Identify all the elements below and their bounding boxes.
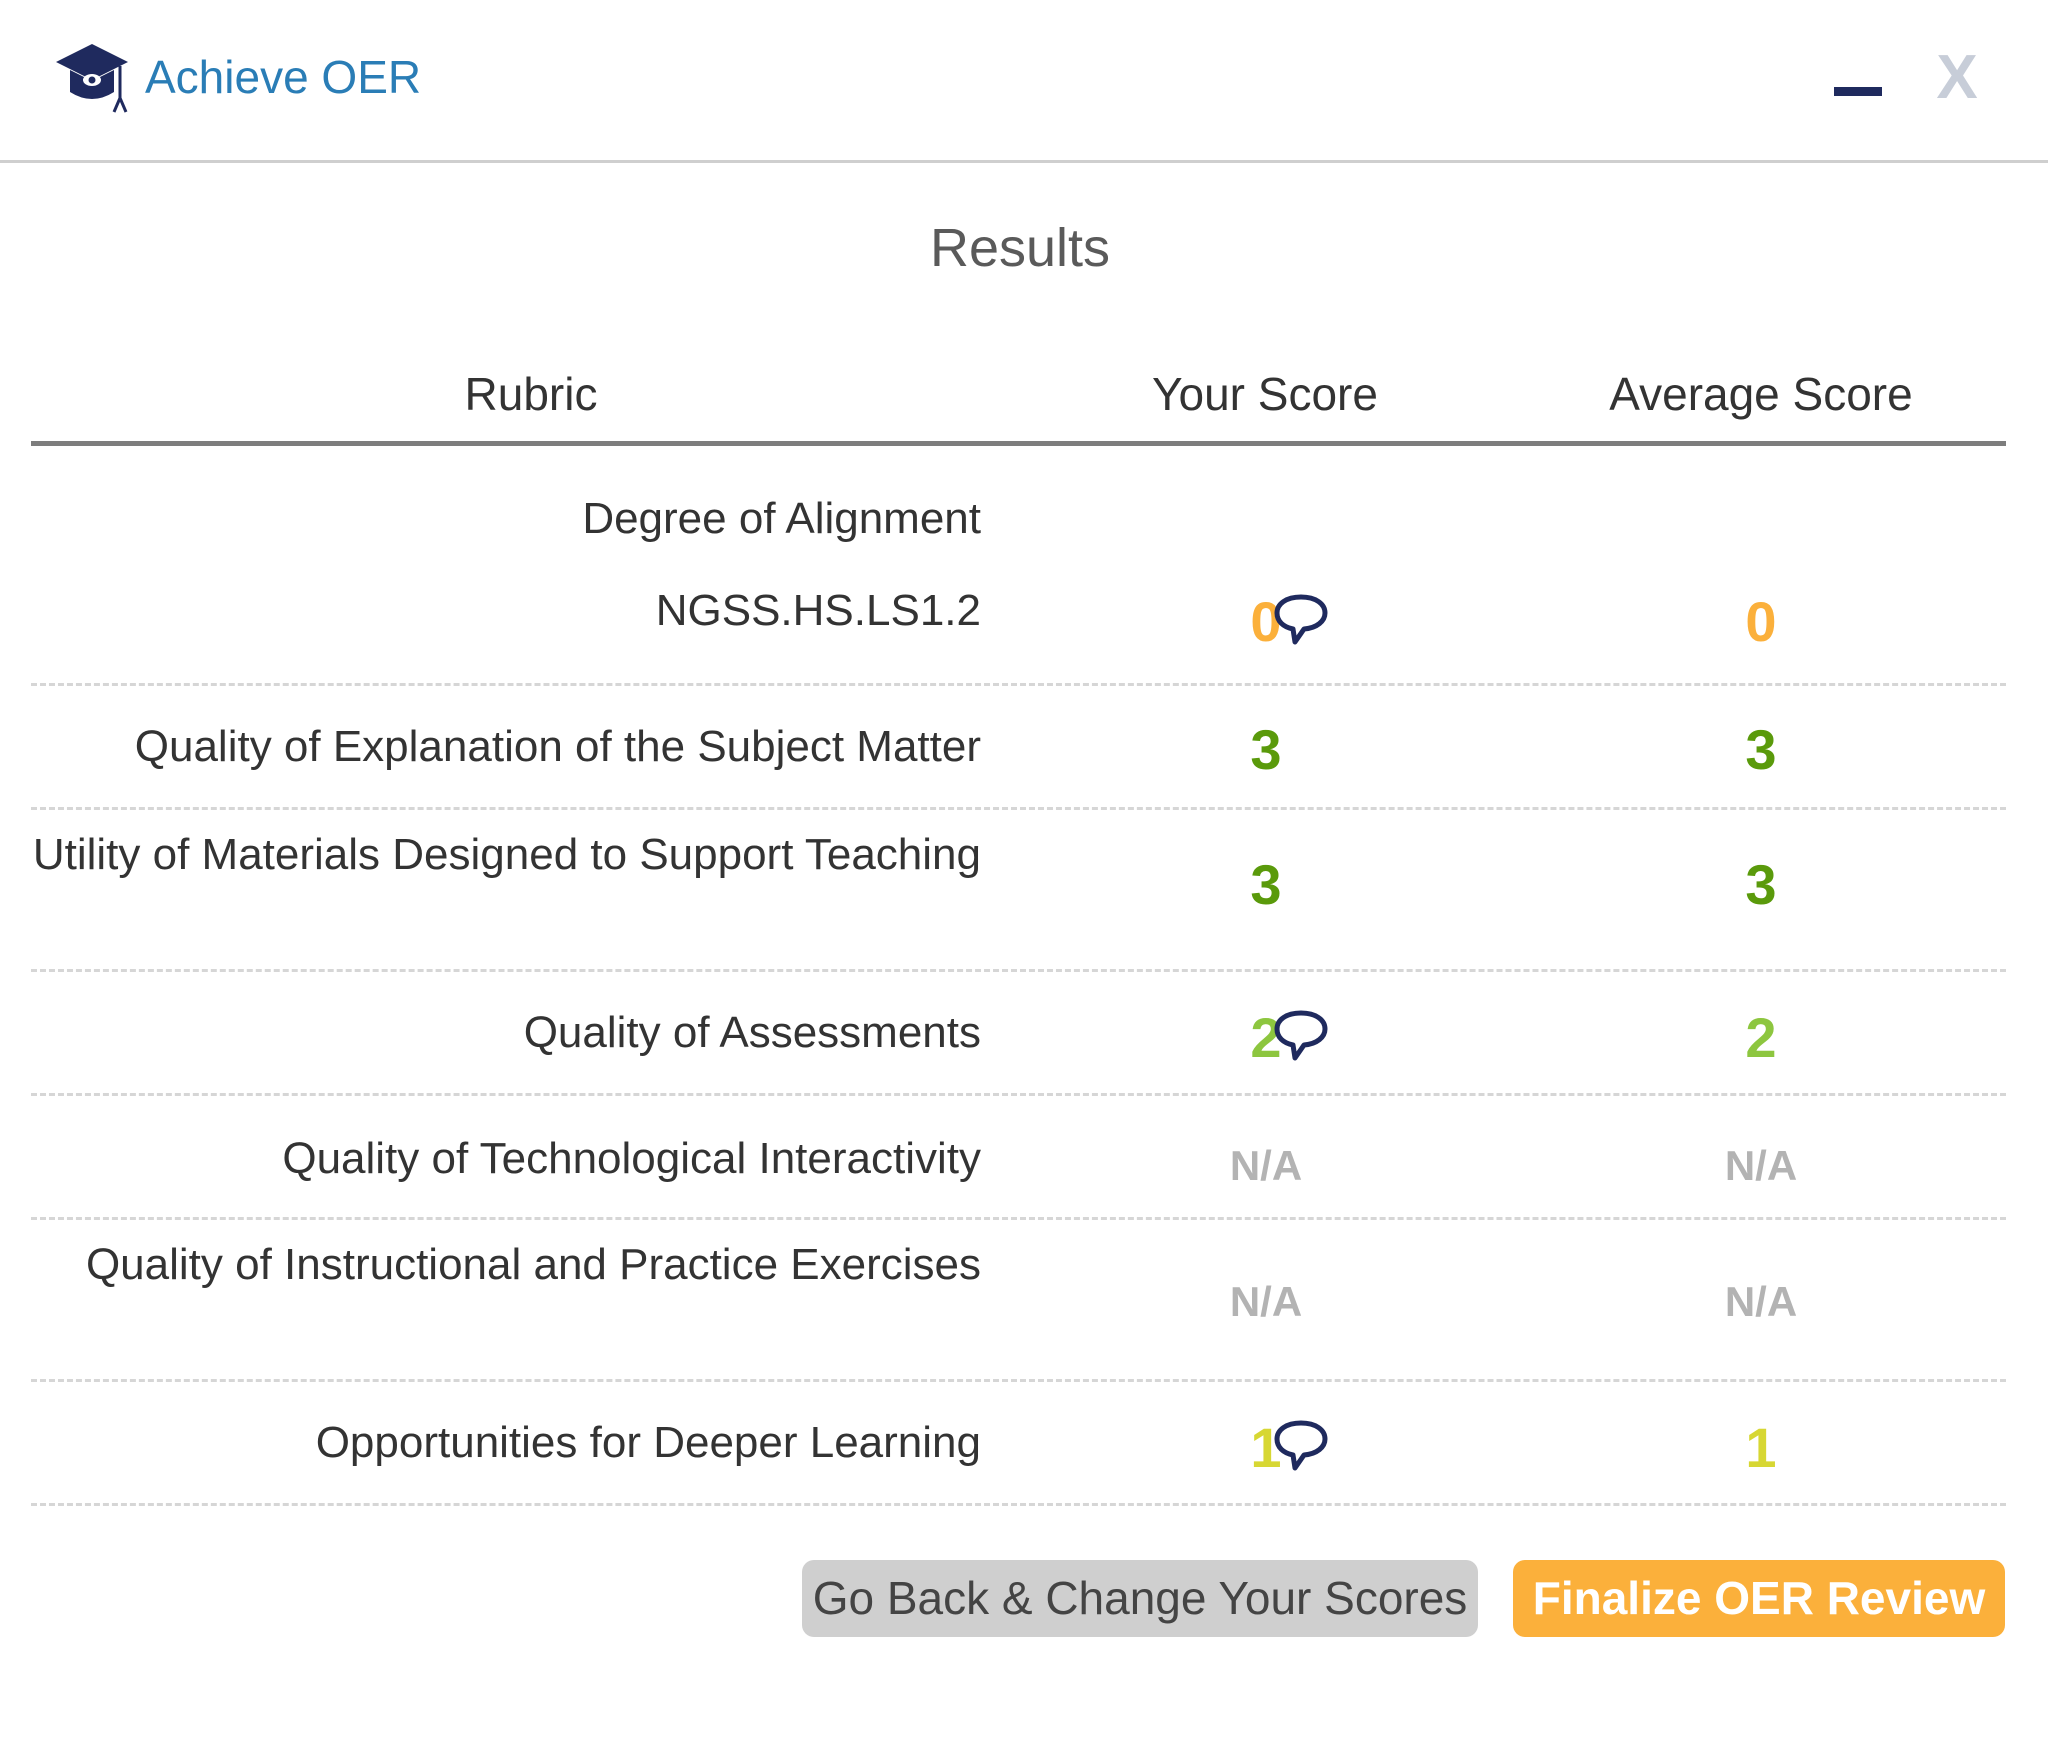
- table-row: Utility of Materials Designed to Support…: [31, 810, 2006, 972]
- column-header-rubric: Rubric: [464, 368, 598, 420]
- minimize-icon: [1834, 87, 1882, 96]
- your-score-value: 1: [1250, 1416, 1282, 1479]
- table-header: Rubric Your Score Average Score: [31, 350, 2006, 446]
- comment-icon[interactable]: [1271, 1416, 1331, 1476]
- minimize-button[interactable]: [1832, 52, 1884, 102]
- average-score-value: 3: [1745, 718, 1777, 781]
- rubric-label: Degree of Alignment: [582, 494, 981, 543]
- your-score-value: 0: [1250, 590, 1282, 653]
- results-table: Rubric Your Score Average Score Degree o…: [31, 350, 2006, 1506]
- table-row: Quality of Explanation of the Subject Ma…: [31, 686, 2006, 810]
- comment-icon[interactable]: [1271, 1006, 1331, 1066]
- page-title: Results: [929, 218, 1111, 278]
- rubric-label: Quality of Instructional and Practice Ex…: [85, 1240, 981, 1289]
- dialog-header: Achieve OER X: [0, 0, 2048, 163]
- average-score-value: 2: [1745, 1006, 1777, 1069]
- finalize-review-button[interactable]: Finalize OER Review: [1513, 1560, 2005, 1637]
- rubric-label: Opportunities for Deeper Learning: [315, 1418, 981, 1467]
- average-score-value: N/A: [1724, 1278, 1798, 1325]
- average-score-value: 0: [1745, 590, 1777, 653]
- table-row: Degree of Alignment: [31, 446, 2006, 546]
- comment-icon[interactable]: [1271, 590, 1331, 650]
- go-back-button[interactable]: Go Back & Change Your Scores: [802, 1560, 1478, 1637]
- rubric-label: Utility of Materials Designed to Support…: [32, 830, 981, 879]
- table-row: Quality of Technological Interactivity N/…: [31, 1096, 2006, 1220]
- average-score-value: 1: [1745, 1416, 1777, 1479]
- rubric-label: NGSS.HS.LS1.2: [655, 586, 981, 635]
- column-header-average-score: Average Score: [1609, 368, 1913, 420]
- your-score-value: 3: [1250, 853, 1282, 916]
- app-title[interactable]: Achieve OER: [145, 51, 422, 103]
- rubric-label: Quality of Explanation of the Subject Ma…: [134, 722, 981, 771]
- action-bar: Go Back & Change Your Scores Finalize OE…: [0, 1560, 2048, 1640]
- table-row: Opportunities for Deeper Learning 1 1: [31, 1382, 2006, 1506]
- your-score-value: N/A: [1229, 1142, 1303, 1189]
- average-score-value: N/A: [1724, 1142, 1798, 1189]
- table-row: Quality of Instructional and Practice Ex…: [31, 1220, 2006, 1382]
- table-row: NGSS.HS.LS1.2 0 0: [31, 546, 2006, 686]
- graduation-cap-icon: [56, 44, 128, 113]
- average-score-value: 3: [1745, 853, 1777, 916]
- your-score-value: 3: [1250, 718, 1282, 781]
- close-button[interactable]: X: [1936, 43, 1978, 112]
- column-header-your-score: Your Score: [1152, 368, 1378, 420]
- your-score-value: 2: [1250, 1006, 1282, 1069]
- table-row: Quality of Assessments 2 2: [31, 972, 2006, 1096]
- rubric-label: Quality of Assessments: [523, 1008, 981, 1057]
- your-score-value: N/A: [1229, 1278, 1303, 1325]
- rubric-label: Quality of Technological Interactivity: [282, 1134, 981, 1183]
